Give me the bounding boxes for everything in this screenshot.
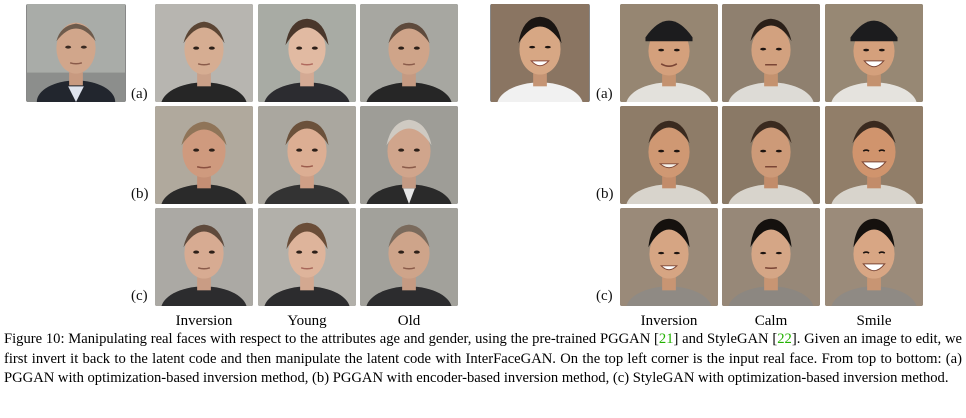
face-right-a-calm	[722, 4, 820, 102]
face-left-a-old	[360, 4, 458, 102]
col-label-right-smile: Smile	[856, 313, 892, 329]
face-right-a-inversion	[620, 4, 718, 102]
face-right-b-inversion	[620, 106, 718, 204]
face-right-b-smile	[825, 106, 923, 204]
row-label-b-left: (b)	[131, 186, 149, 202]
row-label-b-right: (b)	[596, 186, 614, 202]
col-label-right-inversion: Inversion	[640, 313, 698, 329]
figure-caption: Figure 10: Manipulating real faces with …	[4, 330, 962, 389]
face-left-a-inversion	[155, 4, 253, 102]
face-right-a-smile	[825, 4, 923, 102]
face-left-a-young	[258, 4, 356, 102]
citation-link-21[interactable]: 21	[658, 331, 674, 347]
row-label-c-left: (c)	[131, 288, 148, 304]
face-left-b-inversion	[155, 106, 253, 204]
row-label-c-right: (c)	[596, 288, 613, 304]
row-label-a-right: (a)	[596, 86, 613, 102]
caption-suffix: ]. Given an image to edit, we first inve…	[4, 331, 962, 386]
citation-link-22[interactable]: 22	[777, 331, 792, 347]
face-left-c-inversion	[155, 208, 253, 306]
face-left-c-young	[258, 208, 356, 306]
face-left-b-young	[258, 106, 356, 204]
col-label-left-young: Young	[287, 313, 327, 329]
caption-mid: ] and StyleGAN [	[673, 331, 778, 347]
face-left-b-old	[360, 106, 458, 204]
face-right-c-smile	[825, 208, 923, 306]
col-label-left-inversion: Inversion	[175, 313, 233, 329]
col-label-left-old: Old	[397, 313, 421, 329]
face-left-c-old	[360, 208, 458, 306]
face-right-c-calm	[722, 208, 820, 306]
col-label-right-calm: Calm	[754, 313, 788, 329]
caption-prefix: Figure 10: Manipulating real faces with …	[4, 331, 659, 347]
row-label-a-left: (a)	[131, 86, 148, 102]
input-face-left	[26, 4, 126, 102]
face-right-c-inversion	[620, 208, 718, 306]
face-right-b-calm	[722, 106, 820, 204]
input-face-right	[490, 4, 590, 102]
